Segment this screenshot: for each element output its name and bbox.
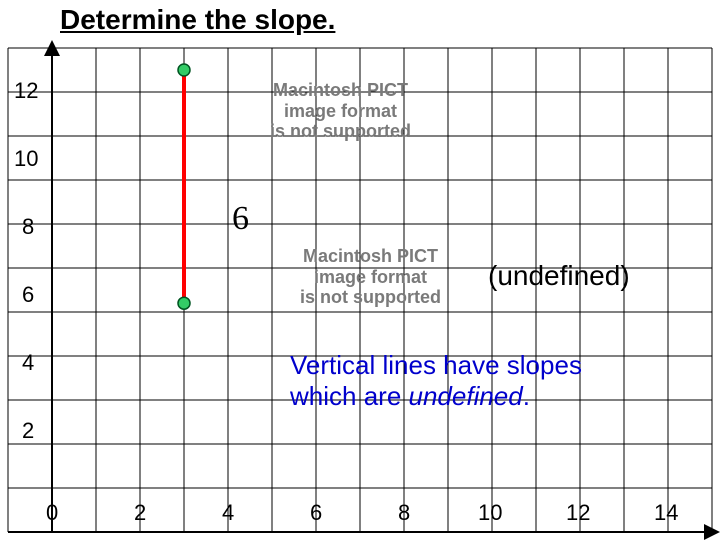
note-line2b: undefined xyxy=(409,381,523,411)
undefined-label: (undefined) xyxy=(488,260,630,292)
pict2-l3: is not supported xyxy=(300,287,441,307)
pict2-l1: Macintosh PICT xyxy=(303,246,438,266)
y-tick-12: 12 xyxy=(14,78,38,104)
x-tick-8: 8 xyxy=(398,500,410,526)
x-tick-10: 10 xyxy=(478,500,502,526)
note-line1: Vertical lines have slopes xyxy=(290,350,582,380)
pict1-l3: is not supported xyxy=(270,121,411,141)
pict1-l2: image format xyxy=(284,101,397,121)
slope-note: Vertical lines have slopes which are und… xyxy=(290,350,710,412)
pict-error-2: Macintosh PICT image format is not suppo… xyxy=(300,246,441,308)
rise-label: 6 xyxy=(232,200,249,238)
y-tick-6: 6 xyxy=(22,282,34,308)
point-bottom xyxy=(178,297,190,309)
x-tick-14: 14 xyxy=(654,500,678,526)
pict-error-1: Macintosh PICT image format is not suppo… xyxy=(270,80,411,142)
x-tick-2: 2 xyxy=(134,500,146,526)
y-tick-8: 8 xyxy=(22,214,34,240)
page-title: Determine the slope. xyxy=(60,4,335,36)
pict2-l2: image format xyxy=(314,267,427,287)
point-top xyxy=(178,64,190,76)
y-tick-2: 2 xyxy=(22,418,34,444)
x-tick-6: 6 xyxy=(310,500,322,526)
x-tick-4: 4 xyxy=(222,500,234,526)
note-line2a: which are xyxy=(290,381,409,411)
note-line2c: . xyxy=(523,381,530,411)
x-tick-12: 12 xyxy=(566,500,590,526)
y-tick-10: 10 xyxy=(14,146,38,172)
y-tick-4: 4 xyxy=(22,350,34,376)
x-tick-0: 0 xyxy=(46,500,58,526)
pict1-l1: Macintosh PICT xyxy=(273,80,408,100)
